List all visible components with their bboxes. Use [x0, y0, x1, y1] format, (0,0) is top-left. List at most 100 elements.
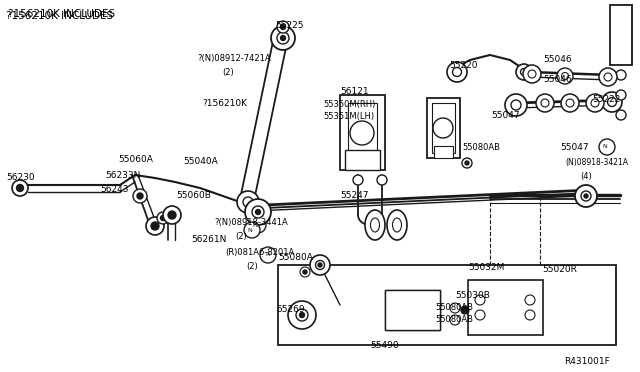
Circle shape [168, 211, 176, 219]
Ellipse shape [392, 218, 401, 232]
Circle shape [12, 180, 28, 196]
Text: 55220: 55220 [449, 61, 477, 70]
Circle shape [604, 73, 612, 81]
Circle shape [303, 270, 307, 274]
Circle shape [163, 206, 181, 224]
Text: 56225: 56225 [275, 22, 303, 31]
Circle shape [584, 194, 588, 198]
Text: N: N [252, 222, 258, 228]
Circle shape [599, 68, 617, 86]
Circle shape [616, 70, 626, 80]
Circle shape [462, 158, 472, 168]
Text: (2): (2) [246, 263, 258, 272]
Ellipse shape [371, 218, 380, 232]
Circle shape [255, 209, 260, 215]
Text: R431001F: R431001F [564, 356, 610, 366]
Circle shape [450, 303, 460, 313]
Circle shape [280, 35, 285, 41]
Circle shape [280, 25, 285, 29]
Circle shape [525, 295, 535, 305]
Circle shape [586, 94, 604, 112]
Text: 56121: 56121 [340, 87, 369, 96]
Text: 56230: 56230 [6, 173, 35, 183]
Text: 55080AB: 55080AB [462, 144, 500, 153]
Circle shape [133, 189, 147, 203]
Circle shape [250, 217, 266, 233]
Text: 55046: 55046 [543, 76, 572, 84]
Circle shape [520, 68, 527, 76]
Circle shape [137, 193, 143, 199]
Text: 55350M(RH): 55350M(RH) [323, 100, 376, 109]
Circle shape [146, 217, 164, 235]
Bar [385, 290, 440, 330]
Circle shape [516, 64, 532, 80]
Circle shape [433, 118, 453, 138]
Text: 55060B: 55060B [176, 190, 211, 199]
Circle shape [575, 185, 597, 207]
Circle shape [528, 70, 536, 78]
Bar [278, 265, 616, 345]
Text: ?156210K INCLUDES: ?156210K INCLUDES [6, 11, 113, 21]
Text: (2): (2) [222, 67, 234, 77]
Text: 55080AB: 55080AB [435, 302, 473, 311]
Circle shape [252, 206, 264, 218]
Circle shape [447, 62, 467, 82]
Text: 55030B: 55030B [455, 291, 490, 299]
Circle shape [260, 247, 276, 263]
Circle shape [523, 65, 541, 83]
Circle shape [591, 99, 599, 107]
Text: 55047: 55047 [560, 144, 589, 153]
Text: 55222: 55222 [592, 96, 620, 105]
Text: 55269: 55269 [276, 305, 305, 314]
Circle shape [377, 175, 387, 185]
Circle shape [353, 175, 363, 185]
Text: (4): (4) [580, 173, 592, 182]
Text: R: R [265, 253, 269, 257]
Circle shape [557, 68, 573, 84]
Circle shape [151, 222, 159, 230]
Circle shape [465, 161, 469, 165]
Bar [468, 280, 543, 335]
Circle shape [296, 309, 308, 321]
Circle shape [616, 90, 626, 100]
Circle shape [561, 73, 568, 80]
Circle shape [245, 199, 271, 225]
Circle shape [350, 121, 374, 145]
Text: 55490: 55490 [370, 340, 399, 350]
Circle shape [243, 197, 253, 207]
Circle shape [525, 310, 535, 320]
Circle shape [599, 139, 615, 155]
Text: 55080AB: 55080AB [435, 315, 473, 324]
Circle shape [300, 267, 310, 277]
Circle shape [450, 315, 460, 325]
Text: ?156210K INCLUDES: ?156210K INCLUDES [8, 9, 115, 19]
Circle shape [475, 295, 485, 305]
Bar [432, 103, 455, 153]
Text: ?156210K: ?156210K [202, 99, 247, 109]
Circle shape [616, 110, 626, 120]
Circle shape [277, 21, 289, 33]
Text: (R)081A6-8201A: (R)081A6-8201A [225, 247, 294, 257]
Text: 56261N: 56261N [191, 235, 227, 244]
Text: 56243: 56243 [100, 186, 129, 195]
Circle shape [157, 212, 169, 224]
Text: 55040A: 55040A [183, 157, 218, 167]
Text: 55047: 55047 [491, 110, 520, 119]
Circle shape [607, 97, 616, 106]
Circle shape [541, 99, 549, 107]
Bar [427, 98, 460, 158]
Bar [348, 103, 377, 162]
Circle shape [318, 263, 322, 267]
Text: 55020R: 55020R [542, 266, 577, 275]
Circle shape [581, 191, 591, 201]
Text: 55046: 55046 [543, 55, 572, 64]
Circle shape [244, 222, 260, 238]
Text: ?(N)08918-3441A: ?(N)08918-3441A [214, 218, 288, 227]
Bar [345, 150, 380, 170]
Circle shape [161, 215, 166, 221]
Circle shape [461, 306, 469, 314]
Circle shape [505, 94, 527, 116]
Circle shape [237, 191, 259, 213]
Circle shape [452, 67, 461, 77]
Ellipse shape [387, 210, 407, 240]
